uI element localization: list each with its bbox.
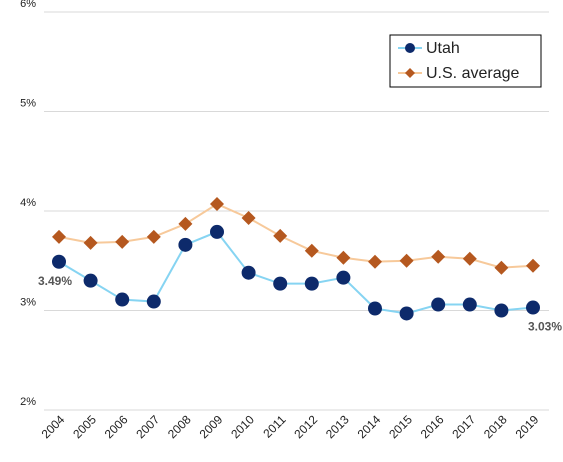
point [336,250,351,265]
x-tick-label: 2009 [197,412,226,441]
legend-label: Utah [426,40,460,57]
y-tick-label: 4% [20,197,36,209]
legend-marker [405,43,415,53]
point [399,306,414,321]
point [52,254,66,269]
point [241,210,256,225]
legend-box [389,34,542,88]
point [368,301,382,316]
point [526,300,540,315]
point [304,276,319,291]
point [115,234,130,249]
point [146,294,161,309]
data-label: 3.03% [528,320,562,334]
x-tick-label: 2017 [449,412,478,441]
point [115,292,130,307]
x-tick-label: 2019 [513,412,542,441]
x-tick-label: 2015 [386,412,415,441]
series-line [58,230,534,315]
x-tick-label: 2010 [228,412,257,441]
point [52,229,66,244]
y-tick-label: 2% [20,396,36,408]
x-tick-label: 2005 [70,412,99,441]
x-tick-label: 2012 [291,412,320,441]
point [273,276,288,291]
point [146,229,161,244]
point [178,216,193,231]
point [494,260,509,275]
point [241,265,256,280]
x-tick-label: 2011 [260,412,288,440]
point [494,303,509,318]
x-tick-label: 2014 [355,412,384,441]
point [83,235,98,250]
point [399,253,414,268]
x-tick-label: 2008 [165,412,194,441]
point [178,237,193,252]
point [273,228,288,243]
legend-marker [405,68,415,78]
x-tick-label: 2007 [133,412,162,441]
x-tick-label: 2013 [323,412,352,441]
point [431,249,446,264]
y-tick-label: 6% [20,0,36,10]
x-tick-label: 2016 [418,412,447,441]
point [368,254,382,269]
y-tick-label: 5% [20,97,36,109]
point [83,273,98,288]
point [462,251,477,266]
point [431,297,446,312]
y-tick-label: 3% [20,296,36,308]
series-line [58,202,534,269]
legend-label: U.S. average [426,65,519,82]
x-tick-label: 2006 [102,412,131,441]
point [526,258,540,273]
data-label: 3.49% [38,274,72,288]
point [210,224,224,239]
x-tick-label: 2004 [39,412,68,441]
point [210,197,224,212]
x-tick-label: 2018 [481,412,510,441]
point [336,270,351,285]
point [304,243,319,258]
point [462,297,477,312]
